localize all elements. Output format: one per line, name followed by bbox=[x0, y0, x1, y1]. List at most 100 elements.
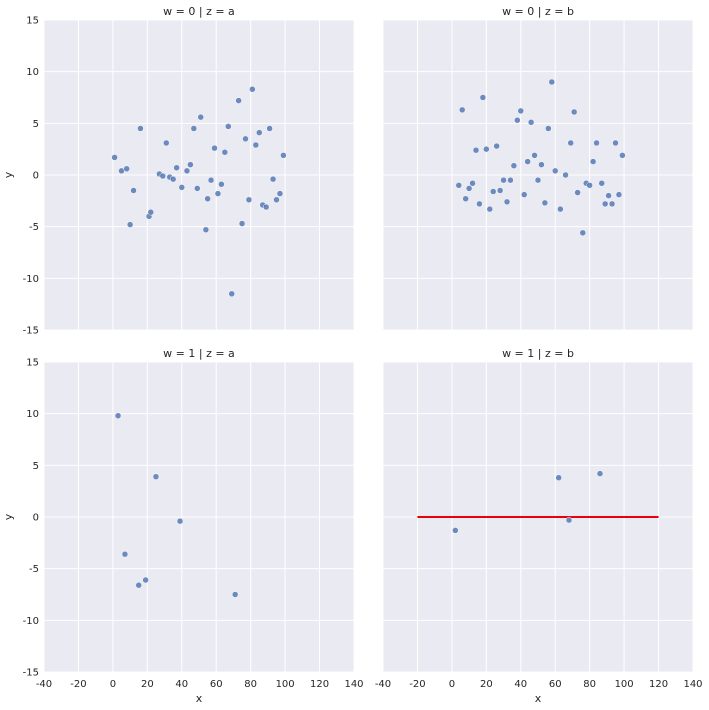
x-tick-label: 20 bbox=[141, 679, 154, 690]
scatter-point bbox=[593, 139, 600, 147]
x-tick-label: 100 bbox=[276, 679, 295, 690]
scatter-point bbox=[598, 180, 605, 187]
scatter-point bbox=[458, 106, 466, 114]
scatter-point bbox=[557, 205, 564, 213]
scatter-point bbox=[472, 146, 480, 154]
y-tick-label: -10 bbox=[23, 274, 39, 285]
scatter-point bbox=[500, 176, 507, 184]
scatter-point bbox=[235, 97, 242, 104]
y-axis-label: y bbox=[2, 171, 15, 178]
scatter-point bbox=[163, 139, 170, 147]
y-tick-label: -15 bbox=[23, 668, 39, 679]
x-tick-label: 60 bbox=[549, 679, 562, 690]
scatter-point bbox=[469, 180, 476, 187]
x-tick-label: 80 bbox=[244, 679, 257, 690]
scatter-point bbox=[152, 473, 160, 480]
x-tick-label: -20 bbox=[409, 679, 425, 690]
scatter-point bbox=[190, 125, 198, 132]
scatter-point bbox=[503, 198, 511, 206]
scatter-point bbox=[507, 176, 514, 184]
scatter-point bbox=[589, 158, 597, 165]
y-tick-label: 15 bbox=[26, 16, 39, 27]
scatter-point bbox=[204, 195, 211, 203]
scatter-point bbox=[555, 474, 562, 481]
scatter-point bbox=[455, 182, 463, 189]
scatter-point bbox=[565, 516, 573, 524]
scatter-point bbox=[570, 108, 578, 116]
scatter-point bbox=[256, 129, 263, 136]
x-tick-label: 40 bbox=[514, 679, 527, 690]
scatter-point bbox=[514, 116, 521, 124]
x-tick-label: 120 bbox=[649, 679, 668, 690]
y-tick-label: -15 bbox=[23, 326, 39, 337]
facet-title: w = 1 | z = a bbox=[163, 347, 235, 360]
scatter-point bbox=[231, 591, 239, 598]
scatter-point bbox=[276, 190, 284, 197]
x-tick-label: 0 bbox=[110, 679, 116, 690]
scatter-point bbox=[214, 190, 222, 197]
y-tick-label: 5 bbox=[33, 119, 39, 130]
scatter-point bbox=[486, 205, 494, 213]
scatter-point bbox=[531, 152, 538, 159]
scatter-point bbox=[476, 200, 483, 208]
scatter-point bbox=[596, 470, 604, 477]
scatter-point bbox=[225, 123, 232, 130]
scatter-point bbox=[266, 125, 273, 132]
scatter-point bbox=[615, 191, 623, 198]
scatter-point bbox=[586, 182, 593, 189]
scatter-point bbox=[176, 517, 184, 525]
scatter-point bbox=[249, 85, 256, 93]
scatter-point bbox=[218, 181, 225, 188]
scatter-point bbox=[489, 188, 497, 195]
scatter-point bbox=[202, 226, 210, 234]
facet-panel: w = 1 | z = a -15 -10 -5 0 5 10 15 y -40 -20 0 20 40 6… bbox=[2, 347, 364, 705]
x-tick-label: 140 bbox=[344, 679, 363, 690]
scatter-point bbox=[173, 164, 180, 172]
facet-panel: w = 0 | z = b bbox=[382, 5, 694, 331]
scatter-point bbox=[245, 196, 253, 204]
scatter-point bbox=[452, 527, 459, 534]
x-tick-label: 60 bbox=[210, 679, 223, 690]
y-tick-label: 10 bbox=[26, 67, 39, 78]
scatter-point bbox=[123, 165, 130, 173]
scatter-point bbox=[238, 220, 246, 227]
scatter-point bbox=[137, 125, 144, 132]
scatter-point bbox=[197, 113, 204, 121]
scatter-point bbox=[142, 576, 149, 584]
x-tick-label: 120 bbox=[310, 679, 329, 690]
scatter-point bbox=[242, 135, 249, 143]
scatter-point bbox=[579, 229, 587, 237]
scatter-point bbox=[605, 192, 612, 199]
y-tick-label: 0 bbox=[33, 513, 39, 524]
scatter-point bbox=[608, 200, 616, 208]
scatter-point bbox=[121, 550, 129, 558]
x-axis-label: x bbox=[535, 692, 542, 705]
scatter-point bbox=[574, 189, 581, 196]
scatter-point bbox=[221, 149, 229, 156]
scatter-point bbox=[252, 141, 260, 149]
scatter-point bbox=[465, 185, 473, 192]
scatter-point bbox=[187, 161, 194, 168]
y-tick-label: -10 bbox=[23, 616, 39, 627]
x-tick-label: 20 bbox=[480, 679, 493, 690]
x-tick-label: 0 bbox=[449, 679, 455, 690]
scatter-point bbox=[479, 94, 487, 101]
x-tick-label: 100 bbox=[615, 679, 634, 690]
scatter-point bbox=[114, 412, 122, 419]
scatter-point bbox=[538, 161, 545, 168]
scatter-point bbox=[545, 125, 552, 132]
scatter-point bbox=[562, 171, 569, 179]
scatter-point bbox=[130, 187, 137, 194]
scatter-point bbox=[228, 290, 235, 298]
x-tick-label: -40 bbox=[375, 679, 391, 690]
scatter-point bbox=[462, 195, 469, 203]
scatter-point bbox=[534, 176, 542, 184]
scatter-point bbox=[269, 175, 277, 183]
x-axis-label: x bbox=[196, 692, 203, 705]
x-tick-label: 140 bbox=[683, 679, 702, 690]
facet-title: w = 0 | z = a bbox=[163, 5, 235, 18]
scatter-point bbox=[567, 139, 574, 147]
y-tick-label: 5 bbox=[33, 461, 39, 472]
scatter-point bbox=[520, 191, 528, 198]
